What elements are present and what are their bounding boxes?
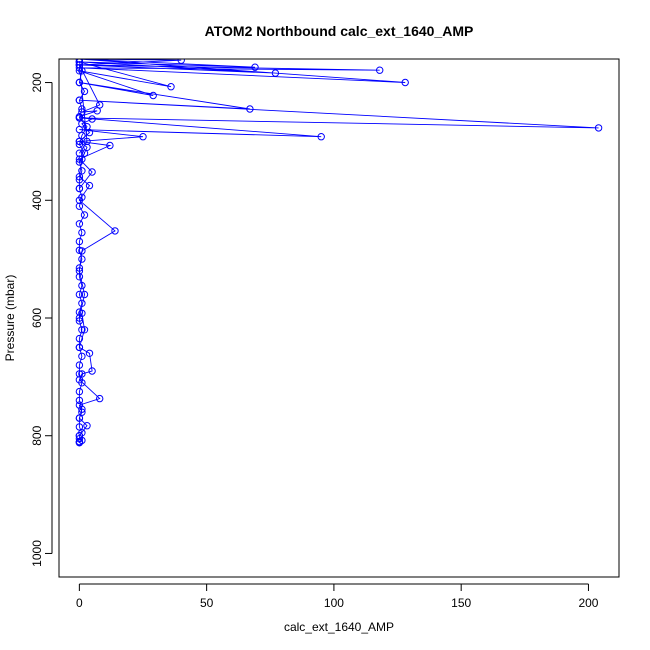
x-tick-label: 50 bbox=[200, 596, 214, 610]
data-point bbox=[80, 211, 89, 219]
y-tick-label: 200 bbox=[30, 72, 44, 92]
x-axis-label: calc_ext_1640_AMP bbox=[284, 620, 394, 634]
chart-title: ATOM2 Northbound calc_ext_1640_AMP bbox=[205, 23, 474, 39]
data-point bbox=[75, 290, 84, 299]
data-point bbox=[85, 349, 94, 357]
series-line bbox=[78, 64, 116, 436]
data-point bbox=[88, 367, 96, 375]
data-point bbox=[85, 181, 94, 190]
x-tick-label: 100 bbox=[324, 596, 344, 610]
data-point bbox=[75, 125, 84, 134]
data-point bbox=[75, 361, 84, 369]
data-point bbox=[251, 63, 259, 71]
data-point bbox=[75, 401, 84, 409]
series-4 bbox=[75, 59, 409, 157]
data-point bbox=[78, 352, 86, 360]
plot-area bbox=[58, 58, 620, 578]
data-point bbox=[78, 326, 86, 334]
data-point bbox=[75, 114, 84, 122]
data-point bbox=[75, 334, 84, 343]
data-point bbox=[75, 439, 84, 447]
data-point bbox=[106, 141, 114, 150]
x-tick-label: 0 bbox=[76, 596, 83, 610]
data-point bbox=[80, 326, 89, 334]
plot-frame bbox=[58, 58, 620, 578]
data-point bbox=[78, 309, 86, 317]
data-point bbox=[75, 149, 84, 157]
data-point bbox=[177, 59, 185, 64]
data-point bbox=[149, 91, 157, 100]
data-point bbox=[75, 343, 84, 352]
series-layer bbox=[75, 59, 603, 447]
data-point bbox=[75, 267, 84, 275]
y-tick-label: 600 bbox=[30, 308, 44, 328]
data-point bbox=[594, 124, 603, 132]
data-point bbox=[376, 66, 384, 74]
data-point bbox=[75, 61, 84, 69]
data-point bbox=[75, 237, 84, 246]
data-point bbox=[246, 105, 254, 113]
data-point bbox=[75, 64, 84, 72]
data-point bbox=[75, 376, 84, 384]
y-axis: 200 400 600 800 1000 bbox=[30, 72, 53, 567]
data-point bbox=[83, 137, 91, 146]
data-point bbox=[139, 133, 147, 141]
data-point bbox=[111, 227, 119, 235]
data-point bbox=[75, 273, 84, 281]
series-2 bbox=[75, 61, 119, 440]
data-point bbox=[401, 78, 409, 87]
data-point bbox=[78, 247, 86, 255]
data-point bbox=[78, 255, 86, 263]
data-point bbox=[75, 202, 84, 210]
series-3 bbox=[75, 59, 603, 193]
data-point bbox=[75, 137, 84, 146]
data-point bbox=[78, 228, 86, 237]
y-axis-label: Pressure (mbar) bbox=[3, 275, 17, 362]
series-line bbox=[78, 59, 406, 154]
data-point bbox=[75, 184, 84, 193]
data-point bbox=[75, 78, 84, 87]
y-tick-label: 1000 bbox=[30, 540, 44, 567]
y-tick-label: 800 bbox=[30, 425, 44, 445]
data-point bbox=[75, 220, 84, 228]
data-point bbox=[80, 87, 89, 96]
data-point bbox=[96, 394, 104, 403]
data-point bbox=[75, 387, 84, 396]
data-point bbox=[75, 414, 84, 422]
x-tick-label: 200 bbox=[578, 596, 598, 610]
data-point bbox=[75, 196, 84, 205]
data-point bbox=[167, 83, 175, 91]
data-point bbox=[88, 168, 96, 176]
data-point bbox=[75, 173, 84, 181]
y-tick-label: 400 bbox=[30, 190, 44, 210]
data-point bbox=[271, 69, 280, 77]
x-axis: 0 50 100 150 200 bbox=[76, 583, 599, 610]
data-point bbox=[317, 133, 325, 141]
data-point bbox=[83, 422, 91, 430]
data-point bbox=[75, 396, 84, 405]
data-point bbox=[75, 432, 84, 440]
data-point bbox=[80, 290, 89, 299]
x-tick-label: 150 bbox=[451, 596, 471, 610]
series-line bbox=[78, 61, 599, 189]
data-point bbox=[93, 107, 101, 115]
